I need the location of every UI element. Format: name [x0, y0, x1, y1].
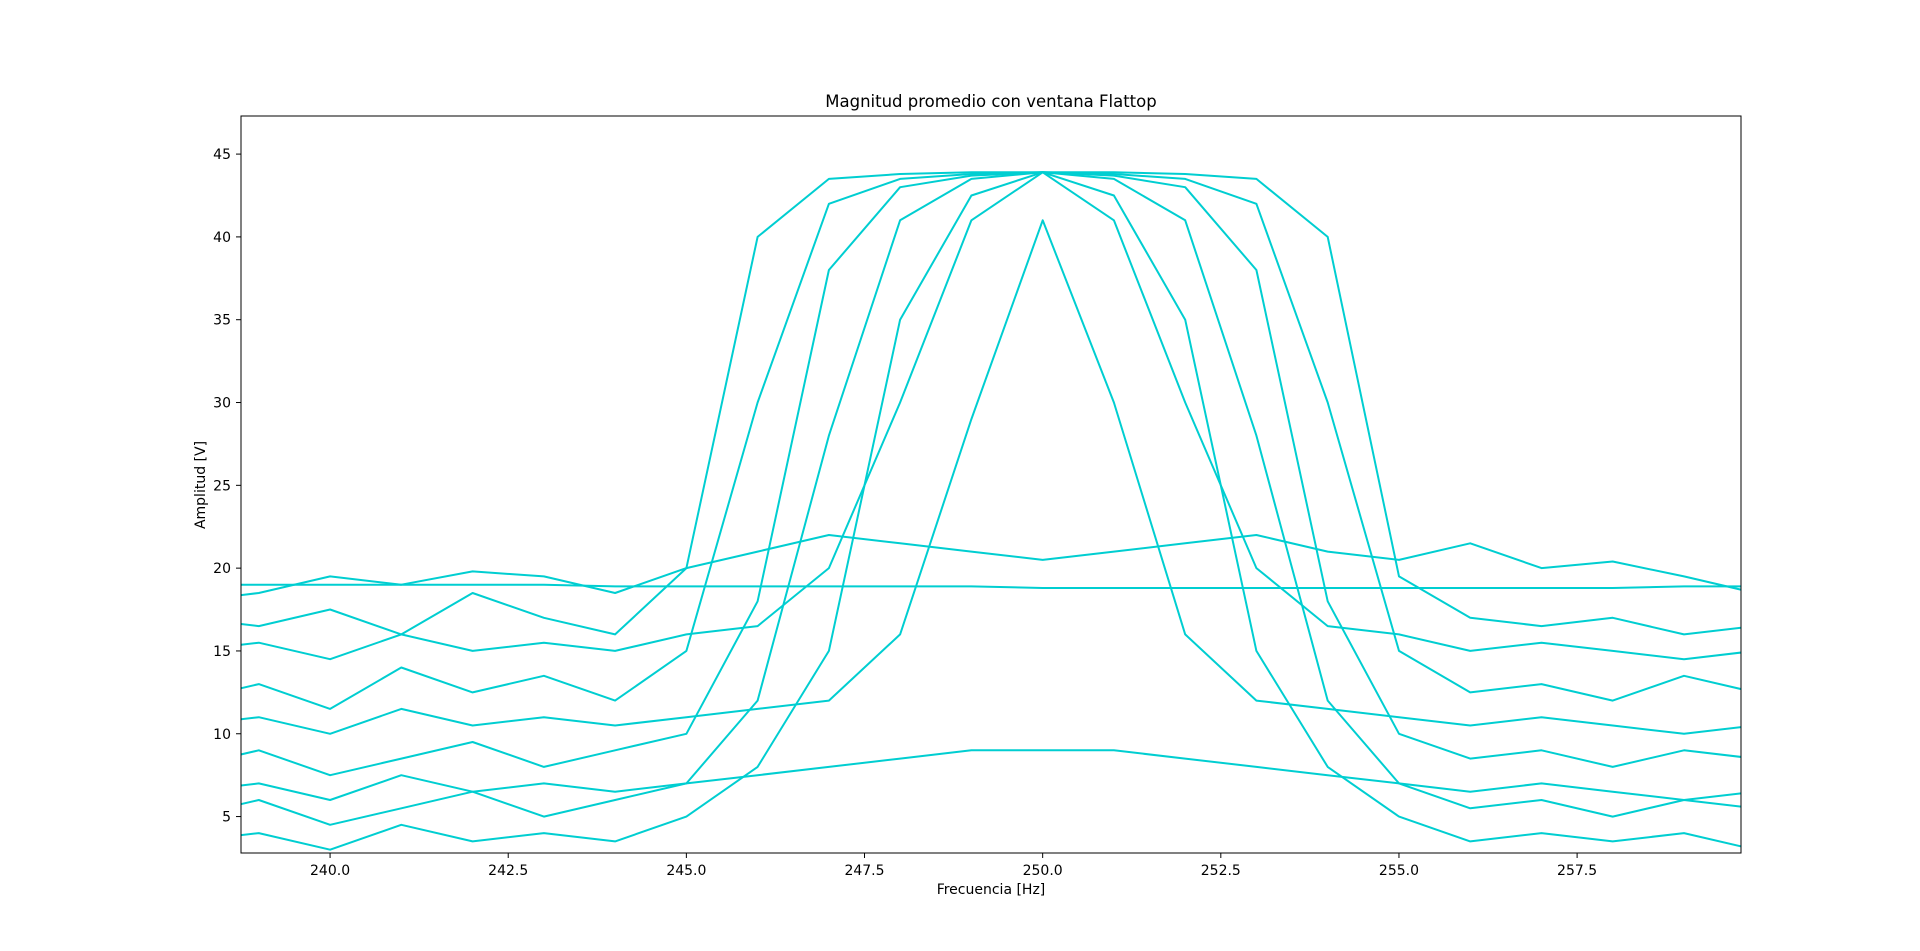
y-tick-label: 40	[213, 230, 231, 246]
x-tick-label: 242.5	[488, 863, 528, 879]
y-axis-title: Amplitud [V]	[193, 441, 209, 529]
chart-title: Magnitud promedio con ventana Flattop	[825, 92, 1156, 111]
series-lines	[241, 171, 1741, 851]
x-tick-label: 240.0	[310, 863, 350, 879]
x-tick-label: 257.5	[1557, 863, 1597, 879]
series-line-3	[241, 171, 1741, 777]
series-line-2	[241, 171, 1741, 710]
y-tick-label: 5	[222, 810, 231, 826]
x-axis-title: Frecuencia [Hz]	[937, 882, 1046, 898]
x-axis: 240.0 242.5 245.0 247.5 250.0 252.5 255.0 257.5	[310, 853, 1597, 879]
series-line-4	[241, 171, 1741, 826]
plot-frame	[240, 115, 1742, 854]
x-tick-label: 252.5	[1201, 863, 1241, 879]
series-line-10	[241, 534, 1741, 597]
x-tick-label: 250.0	[1023, 863, 1063, 879]
series-line-6	[241, 171, 1741, 661]
x-tick-label: 255.0	[1379, 863, 1419, 879]
series-line-7	[241, 219, 1741, 735]
y-tick-label: 10	[213, 727, 231, 743]
y-tick-label: 20	[213, 561, 231, 577]
y-tick-label: 35	[213, 313, 231, 329]
series-line-5	[241, 171, 1741, 851]
y-axis: 5 10 15 20 25 30 35 40 45	[213, 147, 241, 826]
y-tick-label: 30	[213, 396, 231, 412]
x-tick-label: 245.0	[666, 863, 706, 879]
series-line-9	[241, 583, 1741, 589]
y-tick-label: 45	[213, 147, 231, 163]
y-tick-label: 25	[213, 478, 231, 494]
series-line-8	[241, 749, 1741, 801]
series-line-1	[241, 171, 1741, 636]
y-tick-label: 15	[213, 644, 231, 660]
x-tick-label: 247.5	[844, 863, 884, 879]
